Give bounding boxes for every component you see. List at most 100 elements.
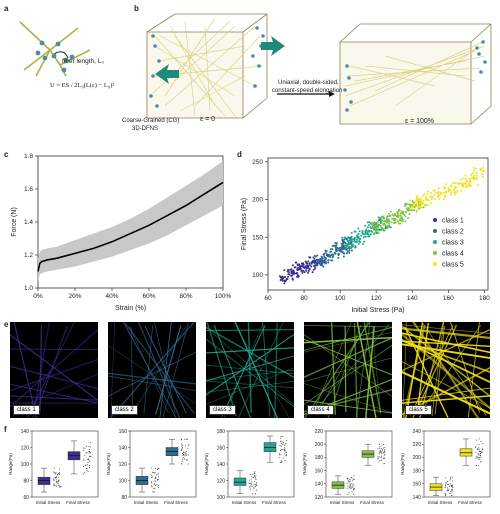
cloud-point: [470, 173, 473, 176]
cloud-point: [378, 229, 381, 232]
jitter-point: [350, 482, 352, 484]
jitter-point: [87, 461, 89, 463]
jitter-point: [180, 443, 182, 445]
cloud-point: [377, 220, 380, 223]
series-class-1: [278, 253, 329, 285]
jitter-point: [482, 443, 484, 445]
cloud-point: [358, 239, 361, 242]
cloud-point: [357, 237, 360, 240]
fiber-strand: [304, 334, 392, 397]
cloud-point: [390, 221, 393, 224]
cloud-point: [330, 253, 333, 256]
y-tick-label: 1.8: [24, 153, 33, 160]
cloud-point: [375, 224, 378, 227]
fiber-strand: [110, 322, 116, 418]
fiber-strand: [421, 322, 487, 416]
jitter-point: [349, 486, 351, 488]
jitter-point: [253, 488, 255, 490]
fiber-strand: [402, 325, 490, 398]
fiber-strand: [355, 322, 371, 418]
cloud-point: [384, 227, 387, 230]
jitter-point: [381, 447, 383, 449]
jitter-point: [248, 483, 250, 485]
cloud-point: [437, 191, 440, 194]
cloud-point: [304, 265, 307, 268]
cloud-point: [425, 198, 428, 201]
x-tick-label: 140: [407, 295, 418, 302]
jitter-point: [445, 477, 447, 479]
jitter-point: [349, 485, 351, 487]
jitter-point: [255, 484, 257, 486]
cloud-point: [397, 220, 400, 223]
cloud-point: [331, 259, 334, 262]
fiber-strand: [304, 383, 392, 414]
jitter-point: [284, 444, 286, 446]
fiber-strand: [402, 340, 490, 348]
jitter-point: [253, 483, 255, 485]
cloud-point: [399, 217, 402, 220]
jitter-point: [187, 447, 189, 449]
cloud-point: [283, 269, 286, 272]
y-tick-label: 140: [217, 462, 226, 468]
cloud-point: [324, 262, 327, 265]
jitter-point: [351, 486, 353, 488]
jitter-point: [157, 472, 159, 474]
jitter-point: [478, 443, 480, 445]
plot-frame: [325, 430, 393, 498]
jitter-point: [278, 454, 280, 456]
x-category-label: Final Stress: [66, 500, 91, 505]
cloud-point: [338, 253, 341, 256]
cloud-point: [281, 278, 284, 281]
energy-equation: U = ES / 2L₀(L(ε) − L₀)²: [50, 82, 115, 89]
cloud-point: [401, 220, 404, 223]
confidence-band: [38, 160, 223, 282]
jitter-point: [88, 450, 90, 452]
jitter-point: [249, 485, 251, 487]
jitter-point: [451, 476, 453, 478]
cloud-point: [335, 248, 338, 251]
cloud-point: [375, 222, 378, 225]
cloud-point: [350, 239, 353, 242]
jitter-point: [154, 485, 156, 487]
cloud-point: [481, 175, 484, 178]
jitter-point: [285, 443, 287, 445]
cloud-point: [424, 196, 427, 199]
fiber-tile-5: class 5: [402, 322, 490, 418]
y-tick-label: 180: [315, 455, 324, 461]
cloud-point: [379, 219, 382, 222]
cloud-point: [387, 225, 390, 228]
jitter-point: [87, 464, 89, 466]
series-class-2: [313, 236, 357, 268]
cloud-point: [382, 217, 385, 220]
fiber-strand: [108, 351, 196, 397]
jitter-point: [249, 474, 251, 476]
cloud-point: [304, 260, 307, 263]
cloud-point: [392, 217, 395, 220]
jitter-point: [156, 469, 158, 471]
jitter-point: [444, 487, 446, 489]
jitter-point: [152, 472, 154, 474]
jitter-point: [53, 467, 55, 469]
jitter-point: [56, 473, 58, 475]
cloud-point: [308, 264, 311, 267]
jitter-point: [151, 467, 153, 469]
y-axis-label: Range(Pa): [8, 453, 13, 475]
cloud-point: [312, 256, 315, 259]
cloud-point: [351, 238, 354, 241]
cloud-point: [443, 187, 446, 190]
cloud-point: [462, 184, 465, 187]
fiber-strand: [402, 395, 490, 404]
jitter-point: [284, 449, 286, 451]
jitter-point: [285, 453, 287, 455]
cloud-point: [314, 255, 317, 258]
cloud-point: [319, 258, 322, 261]
jitter-point: [253, 474, 255, 476]
jitter-point: [251, 481, 253, 483]
cloud-point: [365, 229, 368, 232]
x-tick-label: 100: [335, 295, 346, 302]
jitter-point: [158, 476, 160, 478]
jitter-point: [248, 479, 250, 481]
cloud-point: [285, 279, 288, 282]
cloud-point: [386, 218, 389, 221]
box: [233, 477, 247, 486]
